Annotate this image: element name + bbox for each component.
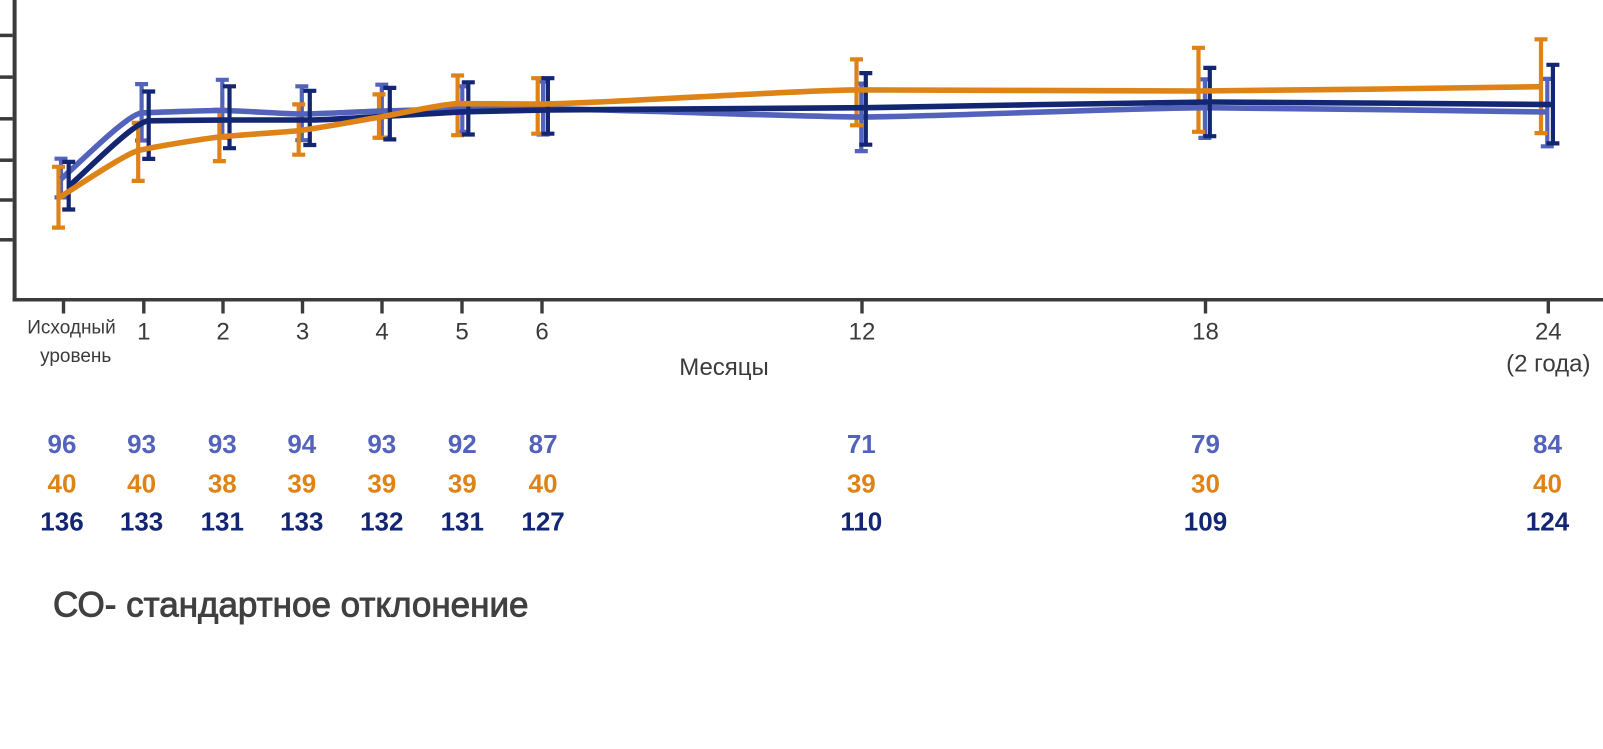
svg-text:4: 4 xyxy=(375,318,388,345)
svg-text:Исходный: Исходный xyxy=(27,317,115,338)
svg-text:3: 3 xyxy=(296,318,309,345)
svg-text:92: 92 xyxy=(448,429,477,459)
svg-text:94: 94 xyxy=(287,429,316,459)
svg-text:6: 6 xyxy=(535,318,548,345)
svg-text:24: 24 xyxy=(1535,318,1562,345)
svg-text:40: 40 xyxy=(1533,468,1562,498)
svg-text:87: 87 xyxy=(529,429,558,459)
svg-text:39: 39 xyxy=(287,468,316,498)
svg-text:(2 года): (2 года) xyxy=(1506,351,1590,378)
svg-text:39: 39 xyxy=(367,468,396,498)
svg-text:СО- стандартное отклонение: СО- стандартное отклонение xyxy=(53,585,529,624)
svg-text:93: 93 xyxy=(208,429,237,459)
svg-text:133: 133 xyxy=(280,507,323,537)
svg-text:18: 18 xyxy=(1192,318,1219,345)
svg-text:30: 30 xyxy=(1191,468,1220,498)
svg-text:84: 84 xyxy=(1533,429,1562,459)
svg-text:39: 39 xyxy=(847,468,876,498)
svg-text:136: 136 xyxy=(40,507,83,537)
svg-text:110: 110 xyxy=(840,507,882,537)
svg-text:5: 5 xyxy=(455,318,468,345)
svg-text:96: 96 xyxy=(48,429,77,459)
svg-text:40: 40 xyxy=(48,468,77,498)
svg-text:12: 12 xyxy=(849,318,876,345)
svg-text:40: 40 xyxy=(529,468,558,498)
svg-text:уровень: уровень xyxy=(40,346,111,367)
svg-text:39: 39 xyxy=(448,468,477,498)
svg-text:124: 124 xyxy=(1526,507,1570,537)
svg-text:93: 93 xyxy=(127,429,156,459)
svg-text:40: 40 xyxy=(127,468,156,498)
svg-text:2: 2 xyxy=(216,318,229,345)
svg-text:93: 93 xyxy=(367,429,396,459)
svg-text:1: 1 xyxy=(137,318,150,345)
svg-text:132: 132 xyxy=(360,507,403,537)
svg-text:131: 131 xyxy=(441,507,484,537)
svg-text:133: 133 xyxy=(120,507,163,537)
svg-text:127: 127 xyxy=(521,507,564,537)
svg-text:38: 38 xyxy=(208,468,237,498)
svg-text:109: 109 xyxy=(1184,507,1227,537)
svg-text:131: 131 xyxy=(201,507,244,537)
svg-text:79: 79 xyxy=(1191,429,1220,459)
svg-text:Месяцы: Месяцы xyxy=(679,354,769,381)
svg-text:71: 71 xyxy=(847,429,876,459)
